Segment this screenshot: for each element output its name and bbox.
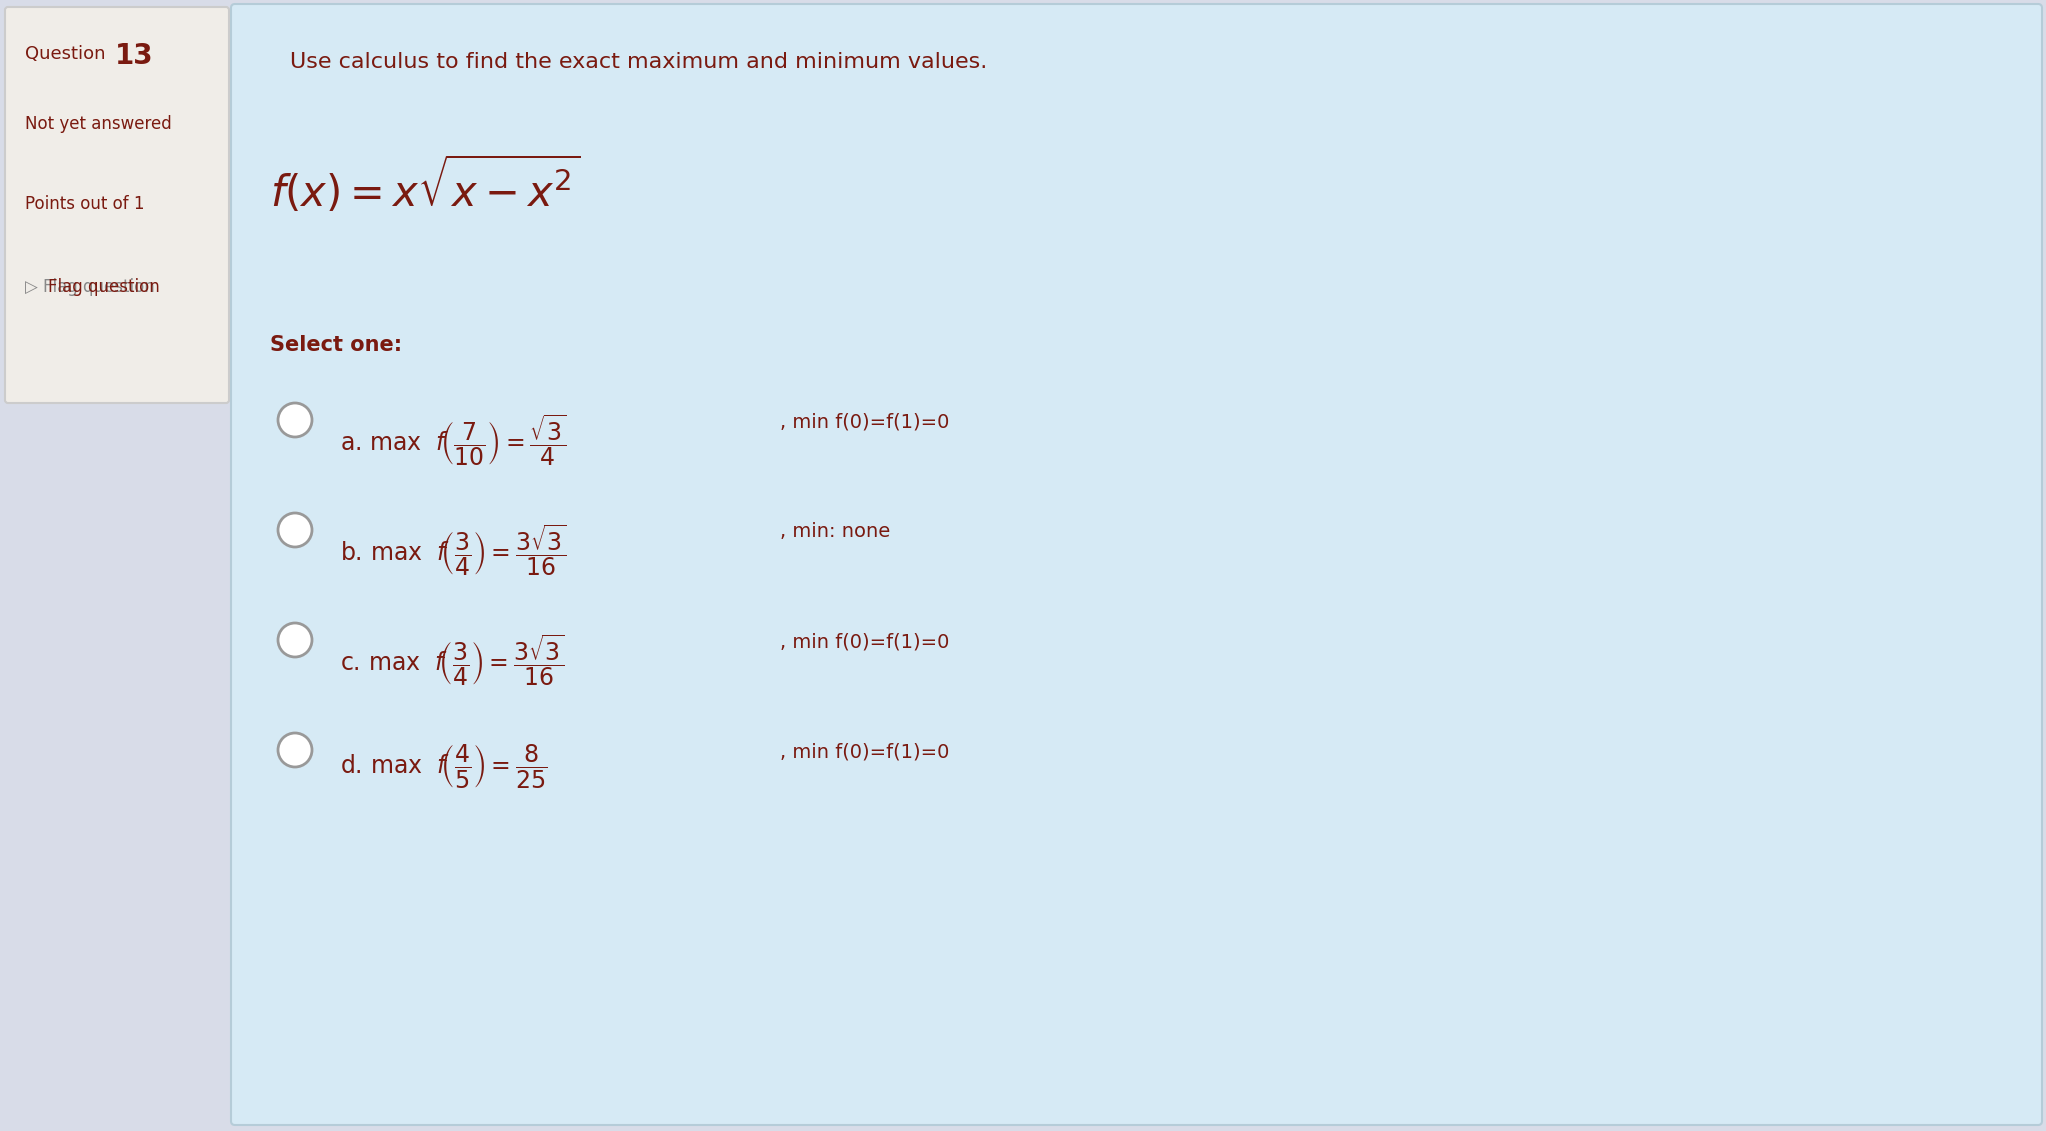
Text: c. max  $f\!\left(\dfrac{3}{4}\right) = \dfrac{3\sqrt{3}}{16}$: c. max $f\!\left(\dfrac{3}{4}\right) = \… [340,632,565,688]
Circle shape [278,733,311,767]
FancyBboxPatch shape [4,7,229,403]
Text: 13: 13 [115,42,153,70]
Text: , min f(0)=f(1)=0: , min f(0)=f(1)=0 [780,632,949,651]
Text: $f(x) = x\sqrt{x - x^2}$: $f(x) = x\sqrt{x - x^2}$ [270,155,581,216]
Text: b. max  $f\!\left(\dfrac{3}{4}\right) = \dfrac{3\sqrt{3}}{16}$: b. max $f\!\left(\dfrac{3}{4}\right) = \… [340,523,567,578]
Text: Flag question: Flag question [47,278,160,296]
Text: Select one:: Select one: [270,335,403,355]
FancyBboxPatch shape [231,5,2042,1125]
Circle shape [278,623,311,657]
Circle shape [278,403,311,437]
Text: Use calculus to find the exact maximum and minimum values.: Use calculus to find the exact maximum a… [291,52,988,72]
Text: d. max  $f\!\left(\dfrac{4}{5}\right) = \dfrac{8}{25}$: d. max $f\!\left(\dfrac{4}{5}\right) = \… [340,742,546,789]
Text: ▷ Flag question: ▷ Flag question [25,278,155,296]
Circle shape [278,513,311,547]
Text: a. max  $f\!\left(\dfrac{7}{10}\right) = \dfrac{\sqrt{3}}{4}$: a. max $f\!\left(\dfrac{7}{10}\right) = … [340,412,567,468]
Text: , min: none: , min: none [780,523,890,541]
Text: Points out of 1: Points out of 1 [25,195,145,213]
Text: Question: Question [25,45,110,63]
Text: , min f(0)=f(1)=0: , min f(0)=f(1)=0 [780,412,949,431]
Text: Not yet answered: Not yet answered [25,115,172,133]
Text: , min f(0)=f(1)=0: , min f(0)=f(1)=0 [780,742,949,761]
